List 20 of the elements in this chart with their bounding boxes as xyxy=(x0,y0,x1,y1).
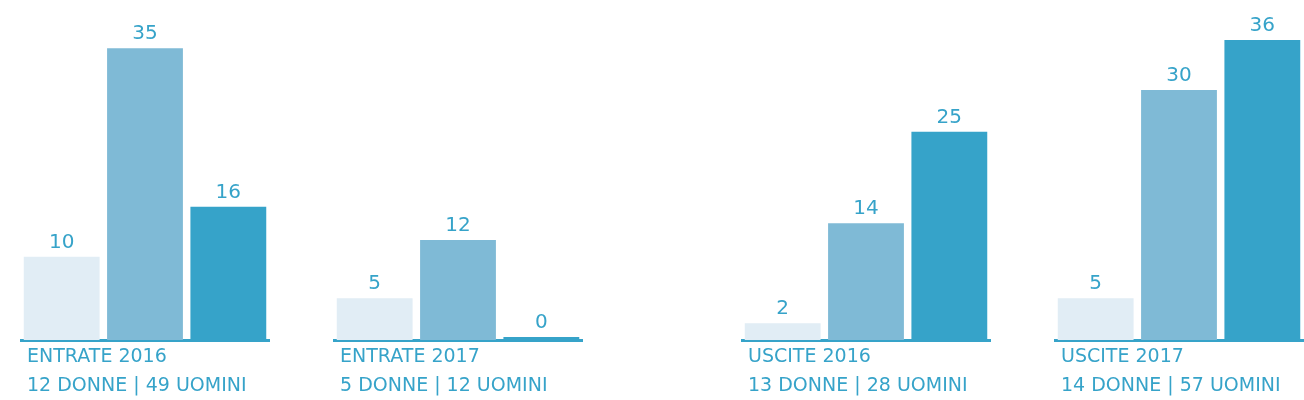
data-label: 2 xyxy=(776,295,790,320)
x-axis-title: USCITE 2016 xyxy=(748,343,871,366)
data-label: 36 xyxy=(1249,12,1276,36)
x-axis-title: ENTRATE 2016 xyxy=(27,343,167,366)
text: 13 DONNE | 28 UOMINI xyxy=(748,372,968,396)
text: 14 DONNE | 57 UOMINI xyxy=(1061,372,1281,396)
data-label: 14 xyxy=(853,195,879,220)
data-label: 10 xyxy=(48,228,75,253)
data-label: 25 xyxy=(936,103,963,128)
data-label: 5 xyxy=(368,270,382,295)
data-label: 16 xyxy=(215,178,242,203)
data-label: 12 xyxy=(445,212,471,236)
data-label: 30 xyxy=(1166,62,1192,86)
data-label: 5 xyxy=(1089,270,1103,295)
text: 12 DONNE | 49 UOMINI xyxy=(27,372,247,396)
data-label: 0 xyxy=(534,309,548,333)
x-axis-title: ENTRATE 2017 xyxy=(340,343,480,366)
text: 5 DONNE | 12 UOMINI xyxy=(340,372,548,396)
x-axis-title: USCITE 2017 xyxy=(1061,343,1184,366)
data-label: 35 xyxy=(132,20,158,45)
